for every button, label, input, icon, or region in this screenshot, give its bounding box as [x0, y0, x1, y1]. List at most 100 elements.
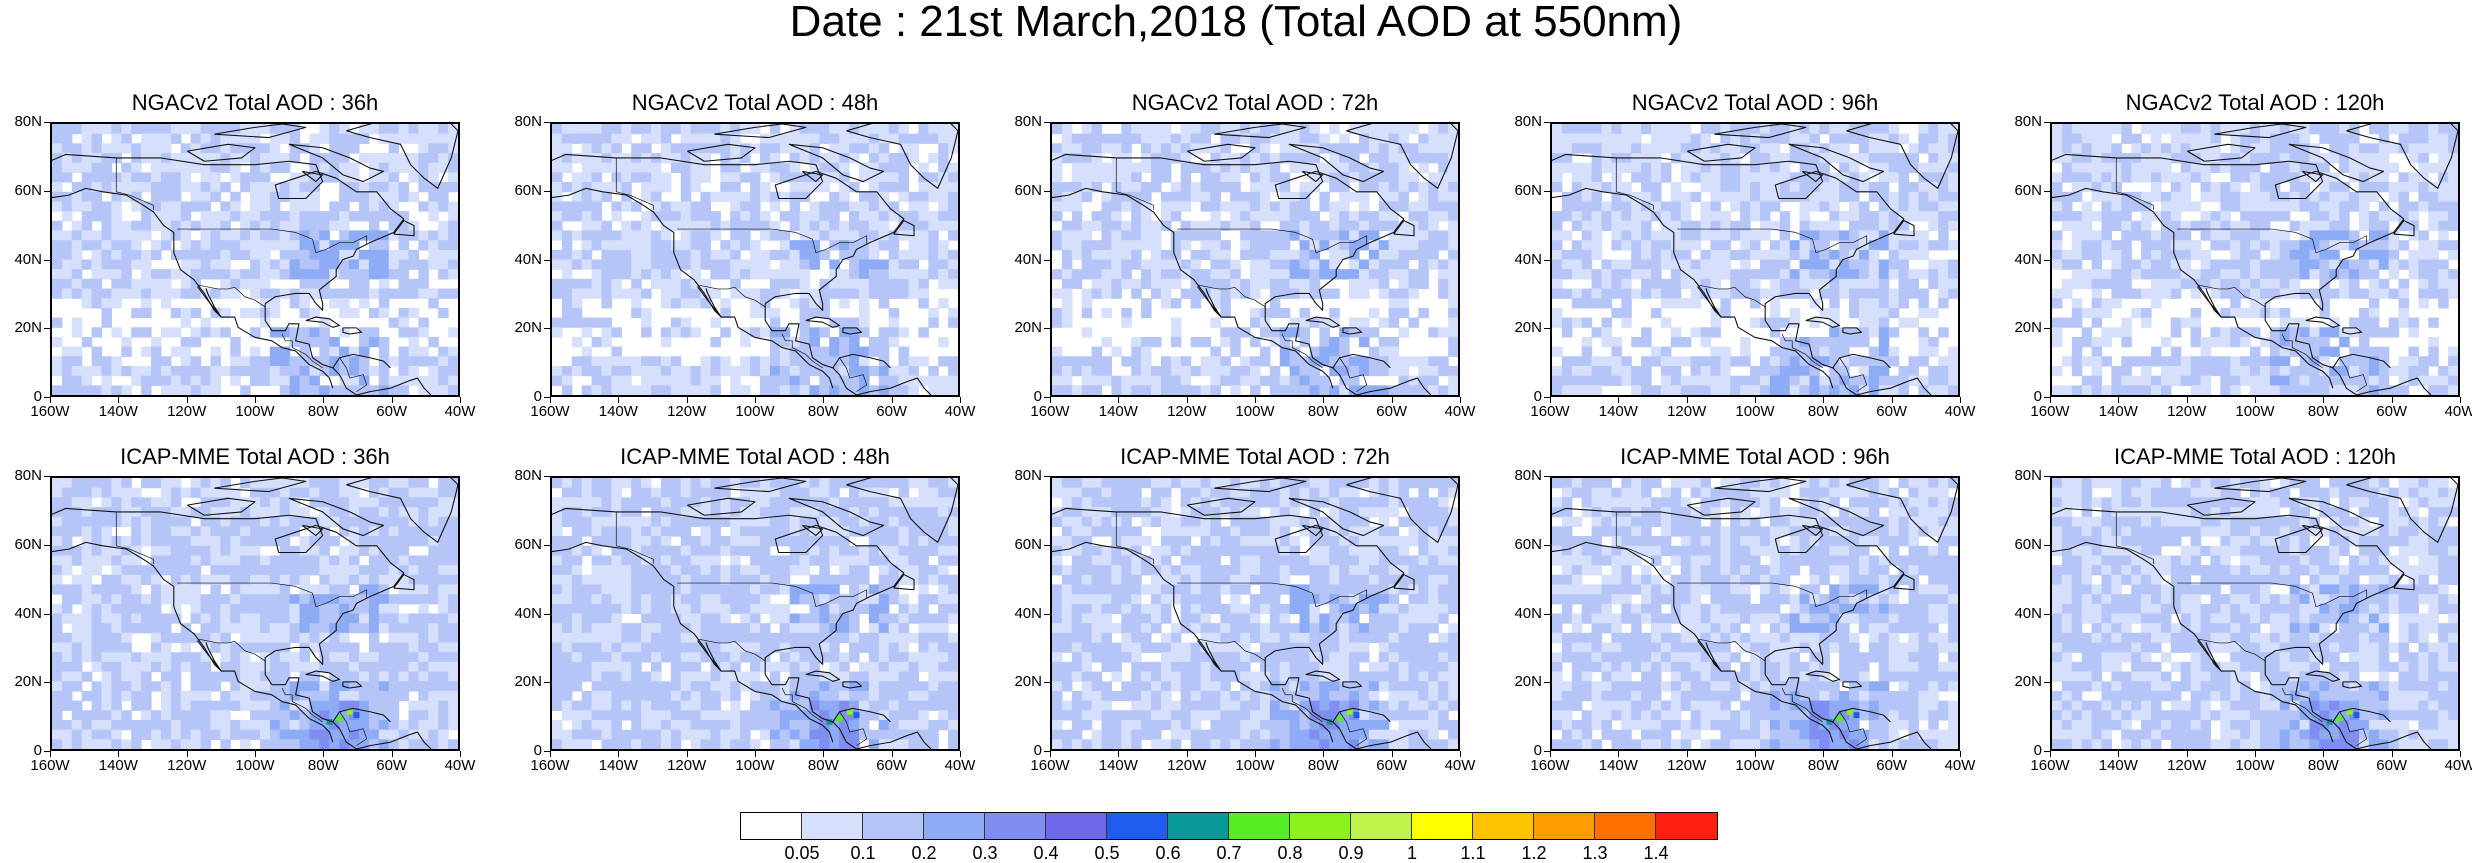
aod-cell — [2191, 318, 2201, 328]
aod-cell — [111, 536, 121, 546]
aod-cell — [2349, 356, 2359, 366]
aod-cell — [151, 536, 161, 546]
aod-cell — [1829, 201, 1839, 211]
aod-cell — [72, 289, 82, 299]
aod-cell — [710, 260, 720, 270]
aod-cell — [1438, 327, 1448, 337]
aod-cell — [1671, 279, 1681, 289]
aod-cell — [1928, 172, 1938, 182]
aod-cell — [2408, 172, 2418, 182]
aod-cell — [2389, 143, 2399, 153]
aod-cell — [1879, 134, 1889, 144]
aod-cell — [2052, 211, 2062, 221]
aod-cell — [349, 356, 359, 366]
aod-cell — [1329, 385, 1339, 395]
aod-cell — [1710, 289, 1720, 299]
aod-cell — [2448, 366, 2458, 376]
aod-cell — [710, 143, 720, 153]
aod-cell — [428, 376, 438, 386]
aod-cell — [938, 240, 948, 250]
aod-cell — [151, 555, 161, 565]
aod-cell — [82, 488, 92, 498]
aod-cell — [2210, 366, 2220, 376]
aod-cell — [800, 260, 810, 270]
aod-cell — [2240, 327, 2250, 337]
lon-tick-mark — [2118, 397, 2119, 403]
aod-cell — [2230, 250, 2240, 260]
aod-cell — [121, 269, 131, 279]
aod-cell — [1369, 211, 1379, 221]
aod-cell — [349, 230, 359, 240]
aod-cell — [349, 517, 359, 527]
aod-cell — [428, 526, 438, 536]
aod-cell — [621, 289, 631, 299]
aod-cell — [2171, 376, 2181, 386]
aod-cell — [859, 260, 869, 270]
aod-cell — [270, 555, 280, 565]
aod-cell — [1592, 289, 1602, 299]
aod-cell — [2181, 201, 2191, 211]
lat-tick-mark — [544, 191, 550, 192]
aod-cell — [1552, 318, 1562, 328]
aod-cell — [1631, 376, 1641, 386]
aod-cell — [740, 260, 750, 270]
aod-cell — [1161, 279, 1171, 289]
aod-cell — [661, 279, 671, 289]
aod-cell — [1790, 240, 1800, 250]
aod-cell — [121, 536, 131, 546]
aod-cell — [210, 507, 220, 517]
aod-cell — [1770, 260, 1780, 270]
aod-cell — [171, 526, 181, 536]
aod-cell — [1651, 182, 1661, 192]
aod-cell — [2151, 230, 2161, 240]
aod-cell — [72, 230, 82, 240]
aod-cell — [1161, 211, 1171, 221]
aod-cell — [1141, 134, 1151, 144]
aod-cell — [2121, 230, 2131, 240]
aod-cell — [918, 134, 928, 144]
aod-cell — [651, 192, 661, 202]
aod-cell — [691, 134, 701, 144]
aod-cell — [710, 366, 720, 376]
aod-cell — [240, 356, 250, 366]
aod-cell — [438, 230, 448, 240]
aod-cell — [379, 478, 389, 488]
aod-cell — [1869, 143, 1879, 153]
aod-cell — [740, 269, 750, 279]
aod-cell — [1780, 134, 1790, 144]
aod-cell — [389, 536, 399, 546]
aod-cell — [1790, 269, 1800, 279]
aod-cell — [448, 327, 458, 337]
aod-cell — [552, 376, 562, 386]
aod-cell — [52, 366, 62, 376]
aod-cell — [1730, 385, 1740, 395]
aod-cell — [1879, 347, 1889, 357]
aod-cell — [671, 327, 681, 337]
aod-cell — [2359, 182, 2369, 192]
aod-cell — [1121, 240, 1131, 250]
aod-cell — [52, 385, 62, 395]
aod-cell — [1171, 211, 1181, 221]
aod-cell — [191, 192, 201, 202]
aod-cell — [1399, 250, 1409, 260]
aod-cell — [2171, 289, 2181, 299]
aod-cell — [1280, 143, 1290, 153]
aod-cell — [2062, 163, 2072, 173]
aod-cell — [691, 201, 701, 211]
aod-cell — [2448, 250, 2458, 260]
aod-cell — [369, 153, 379, 163]
aod-cell — [1869, 153, 1879, 163]
aod-cell — [171, 385, 181, 395]
aod-cell — [2240, 250, 2250, 260]
aod-cell — [2111, 240, 2121, 250]
aod-cell — [2131, 308, 2141, 318]
aod-cell — [1230, 124, 1240, 134]
aod-cell — [2121, 201, 2131, 211]
aod-cell — [1611, 182, 1621, 192]
aod-cell — [1408, 269, 1418, 279]
aod-cell — [770, 172, 780, 182]
aod-cell — [2438, 201, 2448, 211]
aod-cell — [582, 134, 592, 144]
aod-cell — [260, 289, 270, 299]
aod-cell — [1141, 230, 1151, 240]
